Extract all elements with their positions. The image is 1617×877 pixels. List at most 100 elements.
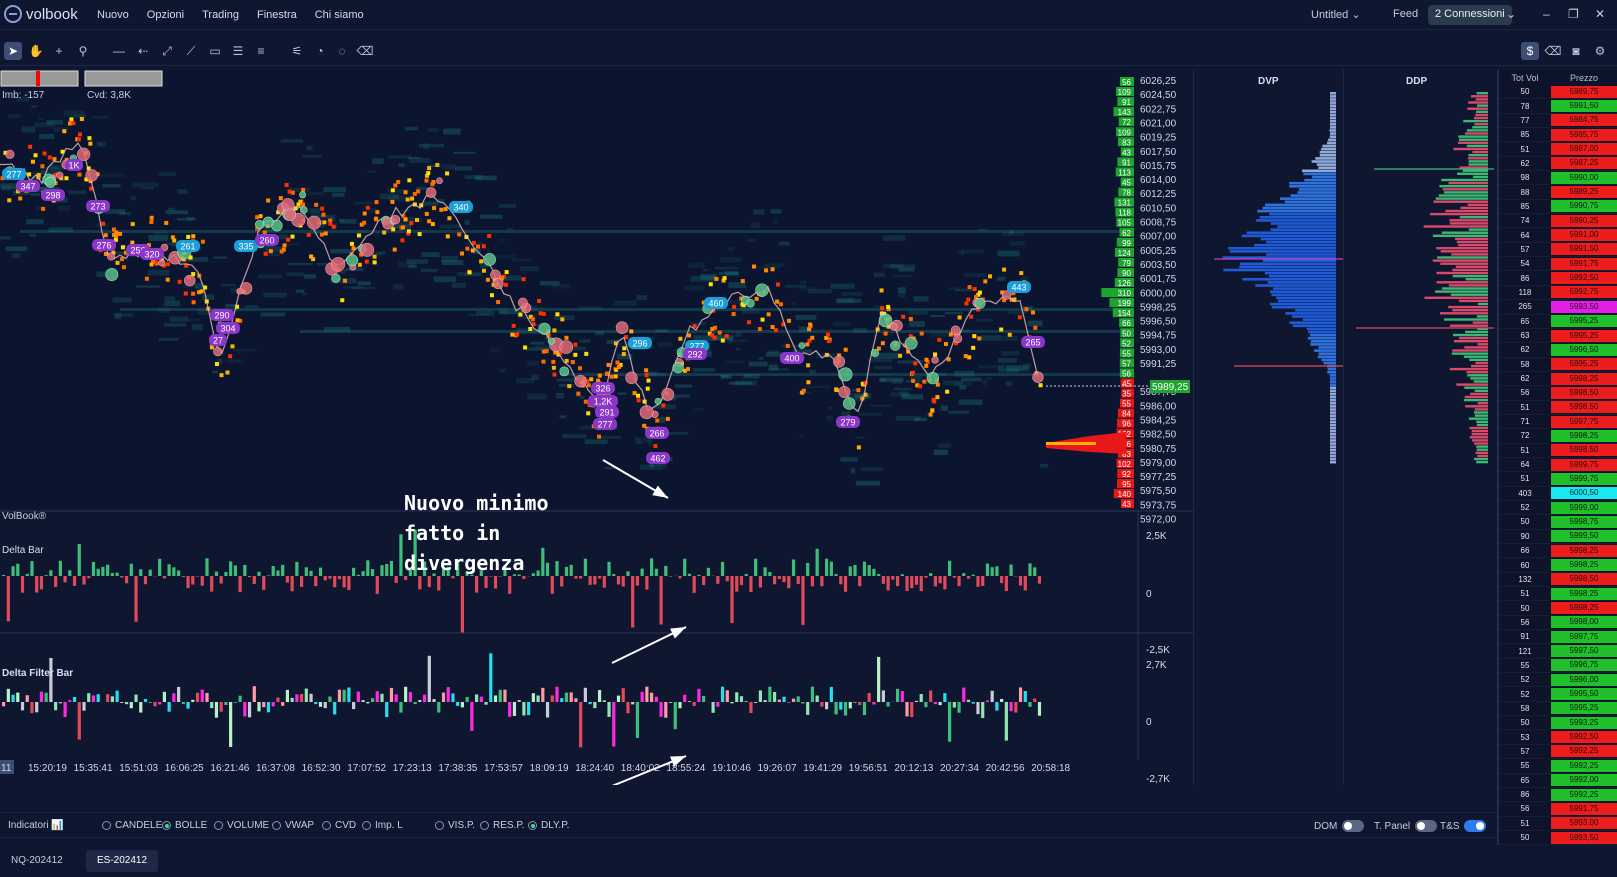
time-tick: 19:26:07 xyxy=(758,763,797,774)
volume-ladder-label: 50 xyxy=(1122,329,1131,338)
zoom-icon[interactable]: ⚲ xyxy=(78,44,88,58)
print-dot xyxy=(219,373,224,378)
eraser-icon[interactable]: ⌫ xyxy=(1544,44,1562,58)
ddp-bar xyxy=(1466,371,1488,374)
crosshair-icon[interactable]: + xyxy=(55,44,63,58)
volume-bubble xyxy=(517,297,528,308)
print-dot xyxy=(52,157,57,162)
heatmap-cell xyxy=(230,287,238,293)
tab-es-202412[interactable]: ES-202412 xyxy=(86,850,159,872)
settings-sliders-icon[interactable]: ⚟ xyxy=(291,44,303,58)
ruler-icon[interactable]: ⟋ xyxy=(186,43,196,58)
heatmap-cell xyxy=(511,258,532,262)
liquidity-band xyxy=(300,330,1120,333)
delta-filter-bar xyxy=(437,702,441,713)
delta-bar xyxy=(626,571,630,576)
price-tick: 6010,50 xyxy=(1140,203,1177,214)
indicator-option-cvd[interactable]: CVD xyxy=(322,820,356,831)
ts-price: 5995,50 xyxy=(1551,688,1617,701)
chevron-down-icon[interactable]: ⌄ xyxy=(1506,7,1517,21)
indicator-option-res-p-[interactable]: RES.P. xyxy=(480,820,525,831)
heatmap-cell xyxy=(1005,381,1013,386)
delta-filter-bar xyxy=(460,702,465,708)
dvp-bar xyxy=(1330,439,1336,442)
toggle-switch[interactable] xyxy=(1342,820,1365,832)
close-icon[interactable]: ✕ xyxy=(1595,7,1606,21)
ray-icon[interactable]: ⇠ xyxy=(137,44,149,58)
delta-bar xyxy=(304,567,308,576)
connections-button[interactable]: 2 Connessioni xyxy=(1428,5,1512,25)
indicators-button[interactable]: Indicatori 📊 xyxy=(8,820,64,831)
workspace-selector[interactable]: Untitled ⌄ xyxy=(1311,8,1361,21)
volume-ladder-bar xyxy=(1119,77,1134,86)
menu-nuovo[interactable]: Nuovo xyxy=(97,9,129,21)
print-dot xyxy=(824,335,829,340)
camera-icon[interactable]: ◙ xyxy=(1572,44,1580,58)
print-dot xyxy=(89,186,94,191)
toggle-t-s[interactable]: T&S xyxy=(1440,820,1487,832)
dollar-icon[interactable]: $ xyxy=(1521,42,1539,60)
rectangle-icon[interactable]: ▭ xyxy=(209,44,221,58)
dvp-bar xyxy=(1330,98,1336,101)
fibonacci-icon[interactable]: ☰ xyxy=(232,44,244,58)
restore-icon[interactable]: ❐ xyxy=(1568,7,1579,21)
print-dot xyxy=(184,263,189,268)
ts-row: 56 5991,75 xyxy=(1499,802,1617,817)
print-dot xyxy=(856,388,861,393)
delta-bar xyxy=(143,576,148,585)
print-dot xyxy=(170,235,175,240)
minimize-icon[interactable]: – xyxy=(1543,7,1550,21)
heatmap-cell xyxy=(164,300,180,307)
heatmap-cell xyxy=(406,259,429,264)
menu-opzioni[interactable]: Opzioni xyxy=(146,9,185,21)
toggle-switch[interactable] xyxy=(1464,820,1487,832)
eraser-icon[interactable]: ⌫ xyxy=(356,44,374,58)
volume-bubble xyxy=(574,374,587,388)
delta-bar xyxy=(337,576,342,580)
print-dot xyxy=(596,378,601,383)
toggle-t-panel[interactable]: T. Panel xyxy=(1374,820,1438,832)
heatmap-cell xyxy=(755,266,779,269)
volume-bubble xyxy=(1001,290,1012,300)
timer-icon[interactable]: ◔ xyxy=(316,44,324,58)
dvp-bar xyxy=(1292,324,1336,328)
horizontal-line-icon[interactable]: — xyxy=(113,44,125,58)
toggle-dom[interactable]: DOM xyxy=(1314,820,1365,832)
indicator-option-vis-p-[interactable]: VIS.P. xyxy=(435,820,475,831)
delta-bar xyxy=(318,567,323,576)
print-dot xyxy=(359,252,364,257)
chart-area[interactable]: 277 347 1K 298 273 276 256 320 261 335 260 290 304 27… xyxy=(0,70,1193,785)
print-dot xyxy=(263,251,268,256)
dvp-bar xyxy=(1240,262,1336,266)
comment-icon[interactable]: ◌ xyxy=(338,44,346,58)
dvp-bar xyxy=(1262,206,1336,210)
menu-chi-siamo[interactable]: Chi siamo xyxy=(314,9,364,21)
delta-filter-bar xyxy=(1004,702,1008,741)
volume-ladder-label: 310 xyxy=(1118,289,1132,298)
lines-icon[interactable]: ≡ xyxy=(257,44,265,58)
tab-nq-202412[interactable]: NQ-202412 xyxy=(11,855,63,866)
gear-icon[interactable]: ⚙ xyxy=(1594,44,1606,58)
price-tick: 6015,75 xyxy=(1140,161,1177,172)
indicator-option-candele[interactable]: CANDELE xyxy=(102,820,162,831)
indicator-option-bolle[interactable]: BOLLE xyxy=(162,820,207,831)
heatmap-cell xyxy=(96,141,102,147)
heatmap-cell xyxy=(855,480,880,486)
pointer-icon[interactable]: ➤ xyxy=(4,42,22,60)
indicator-option-imp-l[interactable]: Imp. L xyxy=(362,820,403,831)
heatmap-cell xyxy=(739,303,754,310)
print-dot xyxy=(605,371,610,376)
indicator-option-vwap[interactable]: VWAP xyxy=(272,820,314,831)
trendline-icon[interactable]: ⤢ xyxy=(162,43,172,58)
toggle-switch[interactable] xyxy=(1415,820,1438,832)
times-and-sales[interactable]: Tot Vol Prezzo 50 5989,75 78 5991,50 77 5984,… xyxy=(1497,70,1617,845)
indicator-option-volume[interactable]: VOLUME xyxy=(214,820,269,831)
hand-icon[interactable]: ✋ xyxy=(28,44,44,58)
indicator-option-dly-p-[interactable]: DLY.P. xyxy=(528,820,569,831)
dvp-bar xyxy=(1255,219,1336,222)
print-dot xyxy=(149,262,154,267)
menu-trading[interactable]: Trading xyxy=(202,9,239,21)
menu-finestra[interactable]: Finestra xyxy=(256,9,297,21)
delta-filter-bar xyxy=(153,702,157,707)
